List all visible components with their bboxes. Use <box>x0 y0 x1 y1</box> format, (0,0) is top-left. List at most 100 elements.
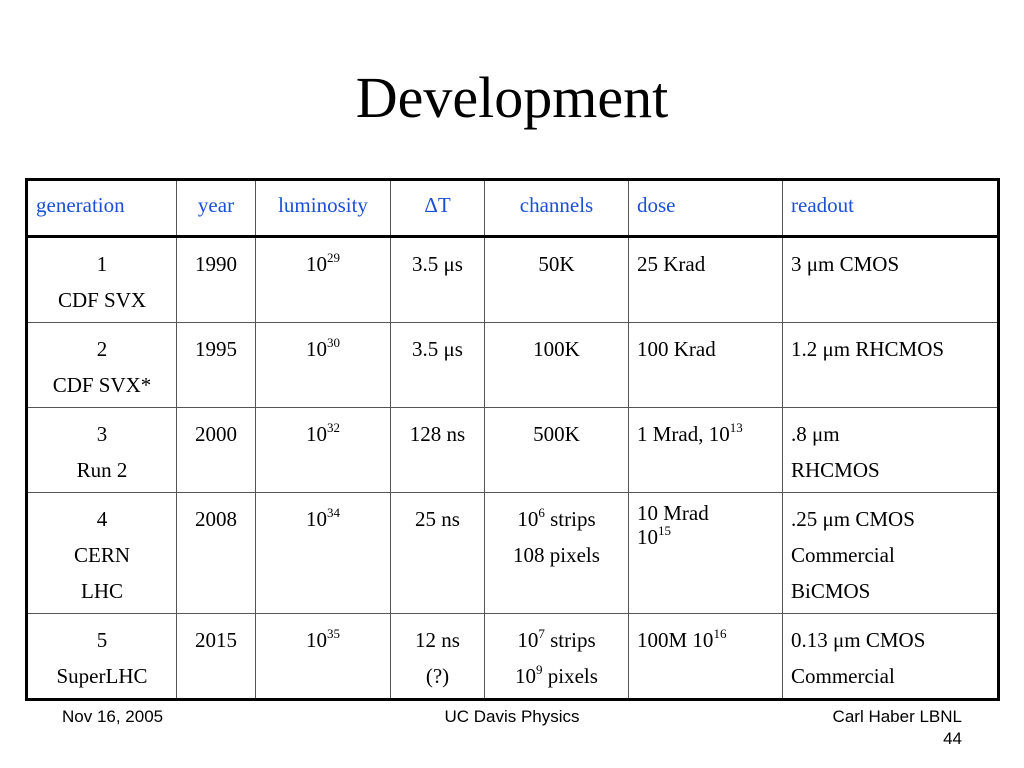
cell-readout: .25 μm CMOS Commercial BiCMOS <box>782 492 999 614</box>
delta-t-line: 25 ns <box>415 507 460 531</box>
channels-line: 100K <box>493 331 620 367</box>
cell-dose: 100 Krad <box>628 322 783 408</box>
channels-base: 50K <box>538 252 575 276</box>
footer-author-page: Carl Haber LBNL 44 <box>833 706 962 750</box>
year-value: 2008 <box>195 507 237 531</box>
dose-text: 1 Mrad, 10 <box>637 422 730 446</box>
delta-t-line: 12 ns <box>415 628 460 652</box>
cell-generation: 5 SuperLHC <box>26 613 177 700</box>
table-row: 5 SuperLHC 2015 1035 12 ns (?) 107 strips 109 p… <box>26 613 999 700</box>
cell-delta-t: 3.5 μs <box>390 322 485 408</box>
channels-exponent: 6 <box>538 505 545 520</box>
dose-text: 100 Krad <box>637 337 716 361</box>
dose-text: 10 <box>637 525 658 549</box>
readout-line: .25 μm CMOS <box>791 507 915 531</box>
luminosity-base: 10 <box>306 337 327 361</box>
slide-title: Development <box>355 65 669 130</box>
header-channels: channels <box>484 179 629 237</box>
cell-luminosity: 1029 <box>255 236 391 323</box>
cell-delta-t: 12 ns (?) <box>390 613 485 700</box>
cell-delta-t: 3.5 μs <box>390 236 485 323</box>
channels-suffix: pixels <box>542 664 598 688</box>
luminosity-base: 10 <box>306 628 327 652</box>
cell-luminosity: 1034 <box>255 492 391 614</box>
channels-base: 10 <box>517 628 539 652</box>
generation-line: Run 2 <box>76 458 128 482</box>
cell-dose: 1 Mrad, 1013 <box>628 407 783 493</box>
delta-t-line: (?) <box>425 664 450 688</box>
cell-channels: 106 strips 108 pixels <box>484 492 629 614</box>
dose-line: 10 Mrad <box>637 501 774 525</box>
luminosity-exponent: 34 <box>327 505 340 520</box>
footer-venue: UC Davis Physics <box>444 707 580 726</box>
cell-year: 1990 <box>176 236 256 323</box>
readout-line: RHCMOS <box>791 458 880 482</box>
readout-line: 3 μm CMOS <box>791 252 900 276</box>
cell-channels: 100K <box>484 322 629 408</box>
channels-line: 500K <box>493 416 620 452</box>
channels-base: 10 <box>515 664 537 688</box>
channels-line: 106 strips <box>493 501 620 537</box>
cell-luminosity: 1032 <box>255 407 391 493</box>
channels-exponent: 7 <box>538 626 545 641</box>
readout-line: Commercial <box>791 664 895 688</box>
delta-t-line: 3.5 μs <box>412 337 463 361</box>
cell-dose: 10 Mrad 1015 <box>628 492 783 614</box>
development-table: generation year luminosity ΔT channels d… <box>25 178 1000 701</box>
readout-line: BiCMOS <box>791 579 871 603</box>
cell-generation: 1 CDF SVX <box>26 236 177 323</box>
channels-line: 108 pixels <box>493 537 620 573</box>
dose-text: 25 Krad <box>637 252 706 276</box>
generation-line: 4 <box>96 507 108 531</box>
delta-t-line: 128 ns <box>409 422 466 446</box>
generation-line: SuperLHC <box>56 664 148 688</box>
table-row: 4 CERN LHC 2008 1034 25 ns 106 strips 108 pixel… <box>26 492 999 614</box>
cell-luminosity: 1035 <box>255 613 391 700</box>
cell-readout: .8 μm RHCMOS <box>782 407 999 493</box>
cell-generation: 3 Run 2 <box>26 407 177 493</box>
cell-channels: 107 strips 109 pixels <box>484 613 629 700</box>
cell-year: 2008 <box>176 492 256 614</box>
cell-delta-t: 128 ns <box>390 407 485 493</box>
dose-line: 1 Mrad, 1013 <box>637 416 774 452</box>
channels-line: 50K <box>493 246 620 282</box>
channels-base: 100K <box>533 337 580 361</box>
header-readout: readout <box>782 179 999 237</box>
cell-channels: 50K <box>484 236 629 323</box>
dose-exponent: 16 <box>713 626 727 641</box>
cell-dose: 25 Krad <box>628 236 783 323</box>
dose-text: 10 Mrad <box>637 501 709 525</box>
luminosity-base: 10 <box>306 422 327 446</box>
luminosity-exponent: 30 <box>327 335 340 350</box>
header-year: year <box>176 179 256 237</box>
channels-base: 10 <box>517 507 539 531</box>
channels-line: 109 pixels <box>493 658 620 694</box>
cell-readout: 3 μm CMOS <box>782 236 999 323</box>
year-value: 2015 <box>195 628 237 652</box>
luminosity-exponent: 32 <box>327 420 340 435</box>
generation-line: CERN <box>73 543 130 567</box>
generation-line: 3 <box>96 422 108 446</box>
channels-base: 108 pixels <box>513 543 600 567</box>
table-header-row: generation year luminosity ΔT channels d… <box>26 179 999 237</box>
channels-exponent: 9 <box>536 662 543 677</box>
cell-luminosity: 1030 <box>255 322 391 408</box>
dose-exponent: 13 <box>729 420 743 435</box>
cell-delta-t: 25 ns <box>390 492 485 614</box>
delta-t-line: 3.5 μs <box>412 252 463 276</box>
header-generation: generation <box>26 179 177 237</box>
cell-readout: 0.13 μm CMOS Commercial <box>782 613 999 700</box>
luminosity-exponent: 35 <box>327 626 340 641</box>
dose-line: 1015 <box>637 524 774 549</box>
header-delta-t: ΔT <box>390 179 485 237</box>
readout-line: Commercial <box>791 543 895 567</box>
footer-page-number: 44 <box>943 729 962 748</box>
luminosity-base: 10 <box>306 507 327 531</box>
generation-line: 1 <box>96 252 108 276</box>
year-value: 1990 <box>195 252 237 276</box>
header-luminosity: luminosity <box>255 179 391 237</box>
readout-line: .8 μm <box>791 422 840 446</box>
table-row: 1 CDF SVX 1990 1029 3.5 μs 50K 25 Krad 3 μm CMO… <box>26 236 999 323</box>
year-value: 2000 <box>195 422 237 446</box>
header-dose: dose <box>628 179 783 237</box>
